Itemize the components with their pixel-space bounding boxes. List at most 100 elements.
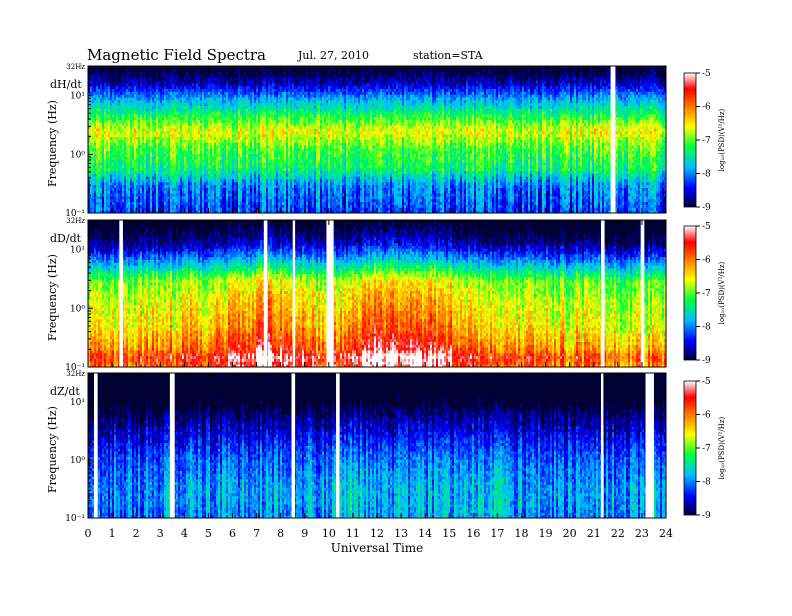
heatmap-cell [114, 82, 117, 87]
heatmap-cell [120, 91, 123, 95]
heatmap-cell [144, 204, 147, 208]
heatmap-cell [90, 99, 93, 104]
heatmap-cell [96, 128, 99, 132]
heatmap-cell [140, 111, 143, 115]
heatmap-cell [108, 167, 111, 171]
heatmap-cell [110, 156, 113, 160]
heatmap-cell [100, 167, 103, 171]
heatmap-cell [124, 125, 127, 129]
heatmap-cell [110, 133, 113, 138]
heatmap-cell [148, 105, 151, 109]
heatmap-cell [90, 162, 93, 166]
heatmap-cell [100, 80, 103, 84]
heatmap-cell [146, 184, 149, 188]
heatmap-cell [108, 94, 111, 98]
heatmap-cell [126, 210, 129, 214]
heatmap-cell [106, 176, 109, 180]
heatmap-cell [122, 68, 125, 73]
heatmap [88, 66, 667, 214]
heatmap-cell [92, 184, 95, 188]
heatmap-cell [110, 164, 113, 169]
heatmap-cell [90, 85, 93, 90]
heatmap-cell [90, 68, 93, 73]
heatmap-cell [90, 91, 93, 95]
heatmap-cell [100, 164, 103, 169]
heatmap-cell [146, 190, 149, 194]
heatmap-cell [118, 97, 121, 101]
heatmap-cell [94, 164, 97, 169]
heatmap-cell [146, 108, 149, 112]
heatmap-cell [90, 184, 93, 188]
heatmap-cell [138, 105, 141, 109]
heatmap-cell [120, 201, 123, 205]
heatmap-cell [110, 102, 113, 106]
heatmap-cell [132, 136, 135, 140]
heatmap-cell [140, 66, 143, 70]
heatmap-cell [100, 156, 103, 160]
heatmap-cell [126, 133, 129, 138]
heatmap-cell [130, 147, 133, 152]
heatmap-cell [124, 133, 127, 138]
heatmap-cell [144, 145, 147, 149]
heatmap-cell [140, 125, 143, 129]
heatmap-cell [114, 105, 117, 109]
heatmap-cell [120, 71, 123, 75]
heatmap-cell [134, 198, 137, 203]
heatmap-cell [108, 102, 111, 106]
heatmap-cell [126, 167, 129, 171]
heatmap-cell [98, 97, 101, 101]
heatmap-cell [92, 179, 95, 183]
heatmap-cell [112, 91, 115, 95]
heatmap-cell [96, 74, 99, 78]
heatmap-cell [138, 167, 141, 171]
heatmap-cell [148, 142, 151, 146]
heatmap-cell [116, 68, 119, 73]
heatmap-cell [134, 210, 137, 214]
heatmap-cell [144, 111, 147, 115]
heatmap-cell [106, 207, 109, 211]
heatmap-cell [142, 159, 145, 163]
heatmap-cell [138, 128, 141, 132]
heatmap-cell [116, 198, 119, 203]
heatmap-cell [110, 198, 113, 203]
heatmap-cell [146, 122, 149, 126]
heatmap-cell [90, 210, 93, 214]
heatmap-cell [112, 94, 115, 98]
heatmap-cell [124, 136, 127, 140]
heatmap-cell [130, 181, 133, 186]
heatmap-cell [108, 142, 111, 146]
heatmap-cell [132, 184, 135, 188]
heatmap-cell [98, 173, 101, 177]
heatmap-cell [108, 164, 111, 169]
heatmap-cell [134, 150, 137, 155]
heatmap-cell [128, 99, 131, 104]
heatmap-cell [122, 116, 125, 121]
heatmap-cell [100, 66, 103, 70]
heatmap-cell [116, 102, 119, 106]
heatmap-cell [96, 68, 99, 73]
heatmap-cell [96, 150, 99, 155]
heatmap-cell [134, 173, 137, 177]
heatmap-cell [88, 108, 91, 112]
heatmap-cell [92, 131, 95, 135]
heatmap-cell [126, 204, 129, 208]
heatmap-cell [90, 198, 93, 203]
heatmap-cell [138, 156, 141, 160]
heatmap-cell [102, 136, 105, 140]
heatmap-cell [118, 116, 121, 121]
heatmap-cell [144, 184, 147, 188]
heatmap-cell [96, 119, 99, 123]
heatmap-cell [116, 173, 119, 177]
heatmap-cell [130, 99, 133, 104]
heatmap-cell [106, 150, 109, 155]
heatmap-cell [100, 176, 103, 180]
heatmap-cell [136, 77, 139, 81]
heatmap-cell [144, 210, 147, 214]
heatmap-cell [100, 74, 103, 78]
heatmap-cell [96, 187, 99, 191]
heatmap-cell [130, 156, 133, 160]
heatmap-cell [120, 80, 123, 84]
heatmap-cell [118, 136, 121, 140]
heatmap-cell [88, 179, 91, 183]
heatmap-cell [132, 133, 135, 138]
